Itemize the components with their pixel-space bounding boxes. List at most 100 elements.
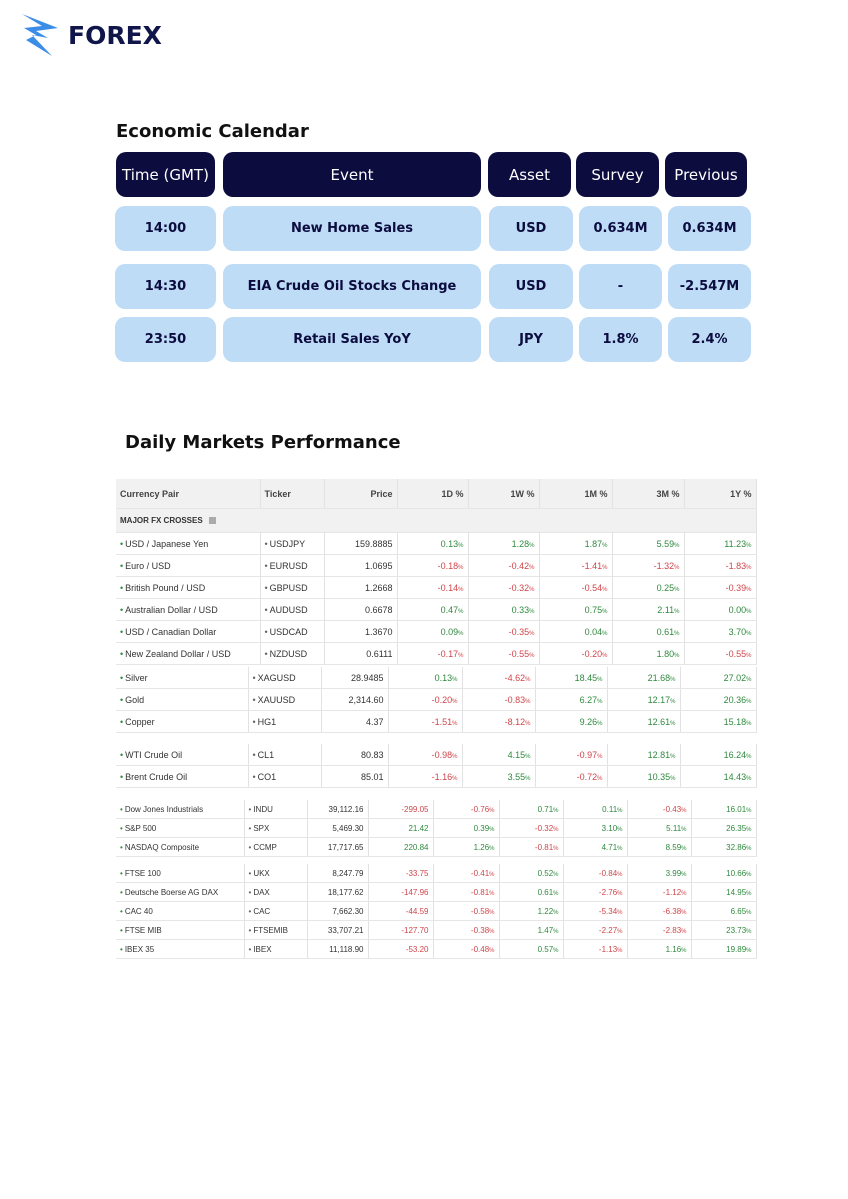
- percent-change: 0.09%: [397, 620, 469, 643]
- column-header: Ticker: [260, 479, 325, 509]
- bullet-icon: •: [120, 868, 123, 878]
- bullet-icon: •: [252, 716, 256, 727]
- markets-title: Daily Markets Performance: [125, 432, 401, 453]
- bullet-icon: •: [264, 582, 268, 593]
- percent-change: -1.83%: [684, 554, 757, 577]
- percent-change: -1.13%: [563, 939, 628, 959]
- bullet-icon: •: [248, 944, 252, 954]
- percent-change: -0.14%: [397, 576, 469, 599]
- header-asset: Asset: [488, 152, 571, 197]
- bullet-icon: •: [248, 887, 252, 897]
- us-indices-table: • Dow Jones Industrials • INDU 39,112.16 -299…: [116, 800, 757, 857]
- percent-change: 9.26%: [535, 710, 608, 733]
- cell-survey: 0.634M: [579, 206, 662, 251]
- table-row: • Silver • XAGUSD 28.9485 0.13% -4.62% 18.45% 21…: [116, 667, 757, 689]
- cell-asset: JPY: [489, 317, 573, 362]
- percent-change: 3.55%: [462, 765, 536, 788]
- cell-event: New Home Sales: [223, 206, 481, 251]
- percent-change: -0.81%: [499, 837, 564, 857]
- arrow-logo-icon: [22, 14, 58, 56]
- price: 5,469.30: [307, 818, 369, 838]
- percent-change: 10.35%: [607, 765, 681, 788]
- instrument-name: • Brent Crude Oil: [116, 765, 249, 788]
- info-square-icon: [208, 517, 216, 525]
- price: 18,177.62: [307, 882, 369, 902]
- instrument-name: • USD / Japanese Yen: [116, 532, 261, 555]
- net-change: -53.20: [368, 939, 434, 959]
- forex-logo: FOREX: [22, 14, 162, 56]
- percent-change: -1.12%: [627, 882, 692, 902]
- bullet-icon: •: [120, 749, 124, 760]
- bullet-icon: •: [264, 626, 268, 637]
- cell-survey: 1.8%: [579, 317, 662, 362]
- ticker: • GBPUSD: [260, 576, 325, 599]
- price: 1.2668: [324, 576, 398, 599]
- instrument-name: • FTSE MIB: [116, 920, 245, 940]
- percent-change: 11.23%: [684, 532, 757, 555]
- column-header: 1Y %: [684, 479, 757, 509]
- instrument-name: • Deutsche Boerse AG DAX: [116, 882, 245, 902]
- table-row: • New Zealand Dollar / USD • NZDUSD 0.6111 -0…: [116, 642, 757, 665]
- eu-indices-table: • FTSE 100 • UKX 8,247.79 -33.75 -0.41% 0.52% -0…: [116, 864, 757, 959]
- percent-change: -0.38%: [433, 920, 500, 940]
- percent-change: -1.32%: [612, 554, 685, 577]
- percent-change: 26.35%: [691, 818, 757, 838]
- calendar-title: Economic Calendar: [116, 121, 309, 142]
- bullet-icon: •: [248, 823, 252, 833]
- net-change: -33.75: [368, 864, 434, 883]
- percent-change: 1.26%: [433, 837, 500, 857]
- bullet-icon: •: [120, 694, 124, 705]
- bullet-icon: •: [264, 648, 268, 659]
- bullet-icon: •: [120, 648, 124, 659]
- table-row: • WTI Crude Oil • CL1 80.83 -0.98% 4.15% -0.97%…: [116, 744, 757, 766]
- percent-change: 16.24%: [680, 744, 757, 766]
- section-major-fx-crosses: MAJOR FX CROSSES: [116, 508, 757, 533]
- instrument-name: • Copper: [116, 710, 249, 733]
- cell-previous: 2.4%: [668, 317, 751, 362]
- instrument-name: • WTI Crude Oil: [116, 744, 249, 766]
- instrument-name: • Gold: [116, 688, 249, 711]
- percent-change: 0.61%: [499, 882, 564, 902]
- bullet-icon: •: [248, 868, 252, 878]
- column-header: 1D %: [397, 479, 469, 509]
- percent-change: 1.22%: [499, 901, 564, 921]
- cell-time: 14:00: [115, 206, 216, 251]
- column-header: 1M %: [539, 479, 613, 509]
- percent-change: -0.39%: [684, 576, 757, 599]
- price: 159.8885: [324, 532, 398, 555]
- oil-table: • WTI Crude Oil • CL1 80.83 -0.98% 4.15% -0.97%…: [116, 744, 757, 788]
- price: 4.37: [321, 710, 389, 733]
- ticker: • EURUSD: [260, 554, 325, 577]
- percent-change: -8.12%: [462, 710, 536, 733]
- percent-change: 0.75%: [539, 598, 613, 621]
- cell-previous: 0.634M: [668, 206, 751, 251]
- bullet-icon: •: [120, 906, 123, 916]
- bullet-icon: •: [120, 626, 124, 637]
- brand-name: FOREX: [68, 20, 162, 50]
- percent-change: 0.61%: [612, 620, 685, 643]
- cell-event: Retail Sales YoY: [223, 317, 481, 362]
- percent-change: 1.28%: [468, 532, 540, 555]
- percent-change: 0.52%: [499, 864, 564, 883]
- table-row: • FTSE MIB • FTSEMIB 33,707.21 -127.70 -0.38% 1…: [116, 920, 757, 940]
- bullet-icon: •: [252, 694, 256, 705]
- percent-change: 0.25%: [612, 576, 685, 599]
- percent-change: -0.81%: [433, 882, 500, 902]
- table-row: • IBEX 35 • IBEX 11,118.90 -53.20 -0.48% 0.57% -…: [116, 939, 757, 959]
- table-row: • Dow Jones Industrials • INDU 39,112.16 -299…: [116, 800, 757, 819]
- percent-change: -2.76%: [563, 882, 628, 902]
- percent-change: -0.32%: [468, 576, 540, 599]
- price: 85.01: [321, 765, 389, 788]
- table-row: • Gold • XAUUSD 2,314.60 -0.20% -0.83% 6.27% 12.…: [116, 688, 757, 711]
- bullet-icon: •: [120, 771, 124, 782]
- percent-change: 5.59%: [612, 532, 685, 555]
- column-header: Currency Pair: [116, 479, 261, 509]
- percent-change: 6.65%: [691, 901, 757, 921]
- bullet-icon: •: [248, 906, 252, 916]
- bullet-icon: •: [120, 716, 124, 727]
- percent-change: 1.87%: [539, 532, 613, 555]
- percent-change: 2.11%: [612, 598, 685, 621]
- cell-time: 23:50: [115, 317, 216, 362]
- bullet-icon: •: [252, 771, 256, 782]
- instrument-name: • Australian Dollar / USD: [116, 598, 261, 621]
